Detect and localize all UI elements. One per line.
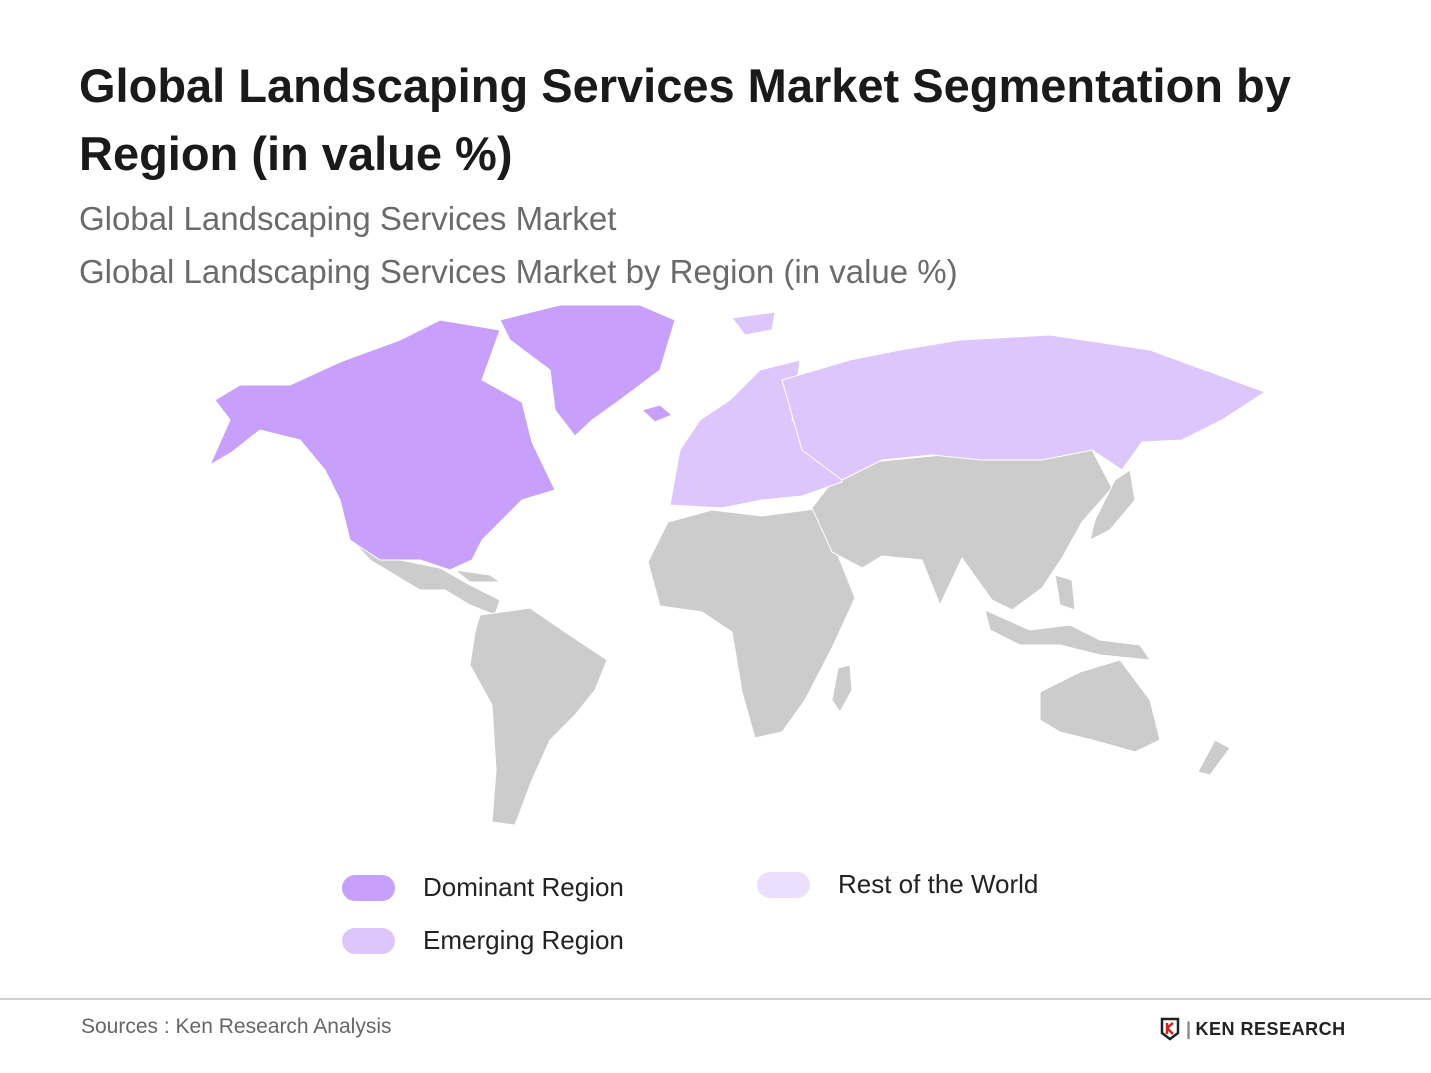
footer-divider (0, 998, 1431, 1000)
legend-swatch (342, 874, 395, 901)
legend-rest-of-world: Rest of the World (757, 869, 1038, 900)
region-svalbard (731, 311, 776, 336)
source-note: Sources : Ken Research Analysis (81, 1015, 392, 1038)
ken-research-logo: | KEN RESEARCH (1160, 1017, 1346, 1041)
region-greenland (499, 304, 676, 437)
dominant-region (208, 304, 676, 571)
region-africa (647, 507, 856, 739)
logo-separator: | (1186, 1018, 1192, 1039)
region-caribbean (453, 569, 502, 583)
legend-swatch (342, 927, 395, 954)
legend-label: Emerging Region (423, 925, 624, 955)
legend-label: Rest of the World (838, 869, 1039, 899)
region-europe (669, 359, 843, 509)
legend-swatch (757, 871, 810, 898)
ken-research-logo-icon (1160, 1017, 1180, 1041)
region-north-america (208, 319, 556, 571)
page-title: Global Landscaping Services Market Segme… (79, 59, 1291, 180)
region-iceland (641, 404, 673, 423)
logo-text: KEN RESEARCH (1195, 1018, 1346, 1039)
subtitle-secondary: Global Landscaping Services Market by Re… (79, 253, 958, 290)
region-australia (1039, 659, 1161, 753)
legend-emerging-region: Emerging Region (342, 925, 624, 956)
region-russia (781, 334, 1267, 481)
legend-label: Dominant Region (423, 872, 624, 902)
region-madagascar (831, 664, 853, 713)
region-south-america (469, 607, 608, 826)
region-japan (1089, 469, 1136, 541)
region-se-asia-islands (984, 609, 1152, 661)
region-new-zealand (1197, 739, 1231, 776)
legend-dominant-region: Dominant Region (342, 872, 624, 903)
subtitle: Global Landscaping Services Market (79, 200, 617, 237)
emerging-region (669, 311, 1267, 509)
region-philippines (1054, 574, 1076, 611)
